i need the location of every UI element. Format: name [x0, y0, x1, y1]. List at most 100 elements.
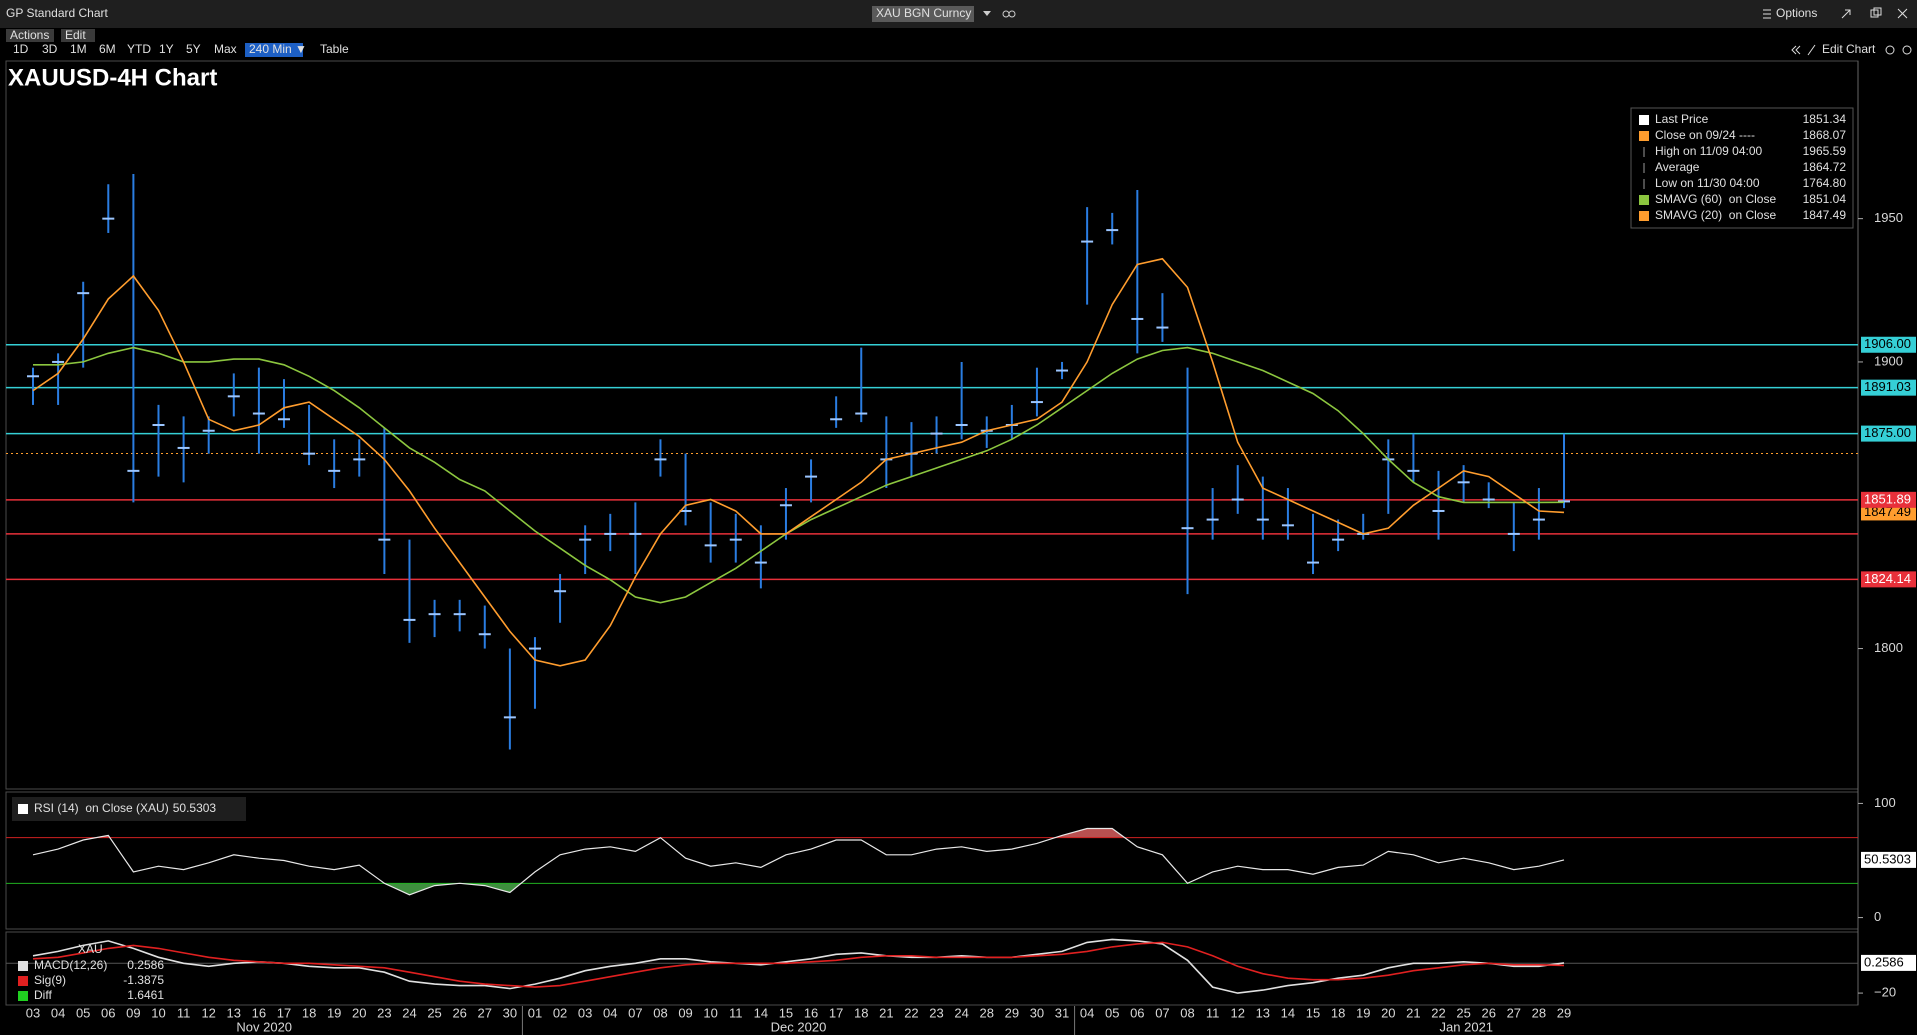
x-tick-label: 28: [980, 1005, 994, 1020]
macd-legend-swatch: [18, 976, 28, 986]
rsi-header-swatch: [18, 804, 28, 814]
x-tick-label: 30: [503, 1005, 517, 1020]
x-tick-label: 26: [452, 1005, 466, 1020]
rsi-header-value: 50.5303: [173, 801, 217, 815]
x-tick-label: 05: [76, 1005, 90, 1020]
x-tick-label: 15: [1306, 1005, 1320, 1020]
y-tick-label: 0: [1874, 909, 1881, 924]
interval-selected[interactable]: [245, 43, 303, 57]
x-tick-label: 09: [126, 1005, 140, 1020]
x-tick-label: 06: [1130, 1005, 1144, 1020]
menu[interactable]: Edit: [65, 28, 86, 42]
range-button[interactable]: 3D: [42, 42, 58, 56]
rsi-last: 50.5303: [1864, 851, 1911, 866]
legend-label: SMAVG (60) on Close: [1655, 192, 1776, 206]
x-tick-label: 22: [904, 1005, 918, 1020]
edit-chart-icons[interactable]: [1791, 44, 1912, 56]
month-label: Jan 2021: [1440, 1019, 1494, 1034]
ticker-dropdown[interactable]: [983, 11, 991, 16]
menu[interactable]: Actions: [10, 28, 49, 42]
range-button[interactable]: 5Y: [186, 42, 201, 56]
options-icon[interactable]: [1763, 9, 1771, 19]
macd-legend-swatch: [18, 961, 28, 971]
x-tick-label: 28: [1532, 1005, 1546, 1020]
macd-legend-label: MACD(12,26): [34, 958, 107, 972]
ticker-box[interactable]: [872, 6, 974, 22]
x-tick-label: 24: [402, 1005, 416, 1020]
x-tick-label: 27: [478, 1005, 492, 1020]
x-tick-label: 12: [201, 1005, 215, 1020]
level-tag: 1906.00: [1864, 336, 1911, 351]
x-tick-label: 21: [879, 1005, 893, 1020]
level-tag-box: [1861, 336, 1916, 353]
x-tick-label: 06: [101, 1005, 115, 1020]
x-tick-label: 05: [1105, 1005, 1119, 1020]
macd-title: XAU: [78, 942, 103, 956]
x-axis-strip: [6, 1006, 1858, 1035]
macd-last: 0.2586: [1864, 954, 1904, 969]
x-tick-label: 29: [1557, 1005, 1571, 1020]
window-controls[interactable]: [1841, 7, 1908, 19]
x-tick-label: 12: [1230, 1005, 1244, 1020]
x-tick-label: 13: [1256, 1005, 1270, 1020]
rsi-header-box: [12, 797, 246, 821]
range-button[interactable]: YTD: [127, 42, 151, 56]
x-tick-label: 07: [628, 1005, 642, 1020]
x-tick-label: 03: [578, 1005, 592, 1020]
legend-label: SMAVG (20) on Close: [1655, 208, 1776, 222]
x-tick-label: 02: [553, 1005, 567, 1020]
x-tick-label: 23: [929, 1005, 943, 1020]
options[interactable]: Options: [1776, 6, 1817, 20]
x-tick-label: 17: [277, 1005, 291, 1020]
x-tick-label: 01: [528, 1005, 542, 1020]
actions-menu-box[interactable]: [6, 29, 54, 42]
x-tick-label: 08: [653, 1005, 667, 1020]
month-label: Dec 2020: [771, 1019, 827, 1034]
x-tick-label: 23: [377, 1005, 391, 1020]
x-tick-label: 24: [954, 1005, 968, 1020]
legend-value: 1764.80: [1803, 176, 1847, 190]
x-tick-label: 20: [1381, 1005, 1395, 1020]
rsi-last-box: [1861, 851, 1916, 868]
range-button[interactable]: 1D: [13, 42, 29, 56]
level-tag: 1891.03: [1864, 379, 1911, 394]
legend-value: 1965.59: [1803, 144, 1847, 158]
ticker[interactable]: XAU BGN Curncy: [876, 6, 971, 20]
x-tick-label: 11: [1206, 1005, 1220, 1020]
range-button[interactable]: 6M: [99, 42, 116, 56]
sma20-tag-box: [1861, 504, 1916, 521]
macd-line: [32, 941, 1565, 988]
link-icon[interactable]: [1008, 10, 1016, 18]
sma-line: [33, 346, 1565, 604]
x-tick-label: 18: [1331, 1005, 1345, 1020]
x-tick-label: 29: [1005, 1005, 1019, 1020]
x-tick-label: 11: [729, 1005, 743, 1020]
legend-label: High on 11/09 04:00: [1655, 144, 1763, 158]
x-tick-label: 25: [427, 1005, 441, 1020]
x-tick-label: 09: [678, 1005, 692, 1020]
range-button[interactable]: Max: [214, 42, 237, 56]
macd-legend-value: 1.6461: [127, 988, 164, 1002]
table-button[interactable]: Table: [320, 42, 349, 56]
x-tick-label: 08: [1180, 1005, 1194, 1020]
range-button[interactable]: 1M: [70, 42, 87, 56]
macd-legend-value: -1.3875: [123, 973, 164, 987]
legend-value: 1864.72: [1803, 160, 1847, 174]
range-button[interactable]: 1Y: [159, 42, 174, 56]
edit-menu-box[interactable]: [61, 29, 95, 42]
edit-chart[interactable]: Edit Chart: [1822, 42, 1876, 56]
x-tick-label: 04: [1080, 1005, 1094, 1020]
legend-swatch: [1639, 211, 1649, 221]
x-tick-label: 13: [227, 1005, 241, 1020]
legend-value: 1851.04: [1803, 192, 1847, 206]
legend-value: 1851.34: [1803, 112, 1847, 126]
legend-swatch: [1639, 115, 1649, 125]
macd-legend-label: Diff: [34, 988, 52, 1002]
x-tick-label: 16: [804, 1005, 818, 1020]
x-tick-label: 17: [829, 1005, 843, 1020]
x-tick-label: 03: [26, 1005, 40, 1020]
interval[interactable]: 240 Min ▼: [249, 42, 307, 56]
rsi-header-label: RSI (14) on Close (XAU): [34, 801, 169, 815]
legend-swatch: [1639, 131, 1649, 141]
